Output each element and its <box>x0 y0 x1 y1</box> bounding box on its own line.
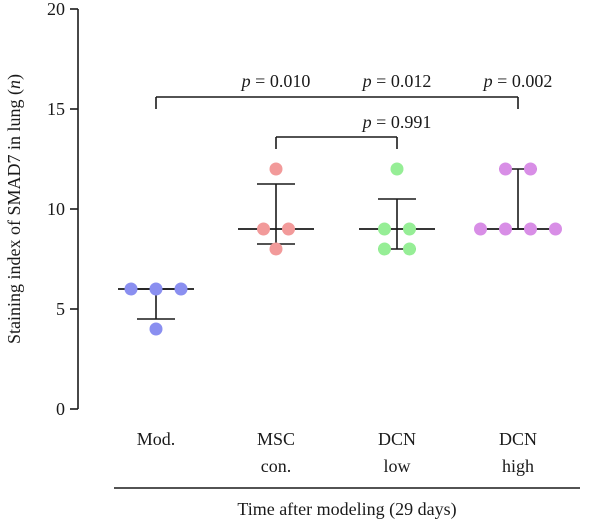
y-tick-label: 20 <box>47 0 65 19</box>
p-value-text: = 0.012 <box>372 71 432 91</box>
x-axis-footer: Time after modeling (29 days) <box>114 487 580 520</box>
data-point <box>390 162 404 176</box>
x-category-label: low <box>384 456 411 476</box>
data-point <box>403 222 416 236</box>
p-symbol: p <box>482 71 493 91</box>
y-tick-label: 0 <box>56 399 65 419</box>
data-point <box>499 222 512 236</box>
p-symbol: p <box>361 71 372 91</box>
y-tick-label: 10 <box>47 199 65 219</box>
data-point <box>524 222 537 236</box>
data-point <box>499 162 512 176</box>
data-point <box>524 162 537 176</box>
p-value-annotation: p = 0.012 <box>361 71 432 91</box>
data-point <box>269 242 283 256</box>
x-category-label: DCN <box>378 429 416 449</box>
data-point <box>269 162 283 176</box>
data-point <box>149 282 163 296</box>
data-point <box>474 222 487 236</box>
y-tick-label: 5 <box>56 299 65 319</box>
data-point <box>174 282 188 296</box>
x-category-label: MSC <box>257 429 295 449</box>
p-symbol: p <box>240 71 251 91</box>
x-axis-label: Time after modeling (29 days) <box>237 499 456 520</box>
x-category-label: high <box>502 456 534 476</box>
p-value-text: = 0.991 <box>372 112 432 132</box>
error-bars <box>118 168 556 320</box>
data-point <box>257 222 270 236</box>
p-value-annotation: p = 0.991 <box>361 112 432 132</box>
data-point <box>282 222 295 236</box>
x-category-label: Mod. <box>137 429 176 449</box>
p-value-text: = 0.002 <box>493 71 553 91</box>
y-axis-label: Staining index of SMAD7 in lung (n) <box>4 74 25 344</box>
data-point <box>403 242 416 256</box>
p-value-annotation: p = 0.002 <box>482 71 553 91</box>
y-axis: 0 5 10 15 20 <box>47 0 79 419</box>
y-tick-label: 15 <box>47 99 65 119</box>
p-value-annotation: p = 0.010 <box>240 71 311 91</box>
p-value-text: = 0.010 <box>251 71 311 91</box>
y-axis-title: Staining index of SMAD7 in lung (n) <box>4 74 25 344</box>
data-point <box>124 282 138 296</box>
data-point <box>549 222 562 236</box>
x-category-labels: Mod. MSC con. DCN low DCN high <box>137 429 537 476</box>
y-axis-label-prefix: Staining index of SMAD7 in lung ( <box>4 89 25 344</box>
data-point <box>149 322 163 336</box>
x-category-label: con. <box>261 456 292 476</box>
y-axis-label-suffix: ) <box>4 74 25 80</box>
y-axis-label-variable: n <box>4 80 24 89</box>
data-points <box>124 162 562 336</box>
data-point <box>378 222 391 236</box>
p-symbol: p <box>361 112 372 132</box>
data-point <box>378 242 391 256</box>
x-category-label: DCN <box>499 429 537 449</box>
